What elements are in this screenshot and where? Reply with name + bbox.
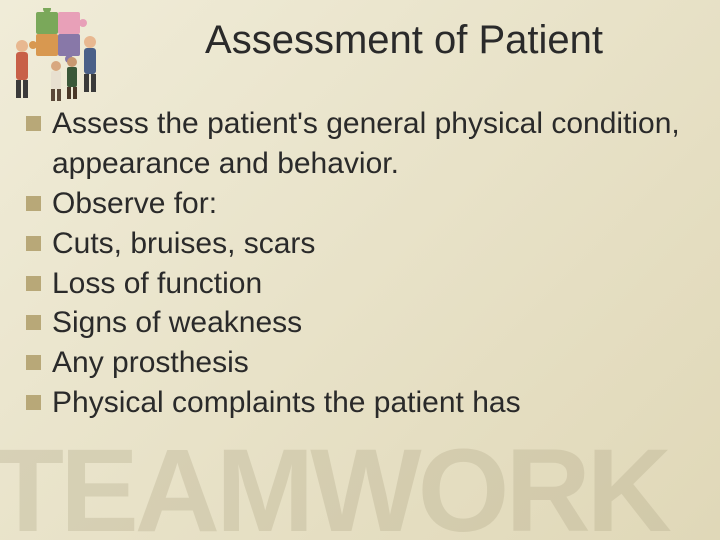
- corner-illustration: [8, 8, 108, 108]
- bullet-marker-icon: [26, 196, 41, 211]
- bullet-item: Observe for:: [22, 184, 702, 224]
- bullet-text: Physical complaints the patient has: [52, 386, 521, 419]
- bullet-item: Assess the patient's general physical co…: [22, 104, 702, 184]
- bullet-marker-icon: [26, 315, 41, 330]
- slide-title: Assessment of Patient: [118, 18, 690, 63]
- bullet-text: Assess the patient's general physical co…: [52, 107, 680, 180]
- watermark-text: TEAMWORK: [0, 432, 668, 540]
- bullet-item: Physical complaints the patient has: [22, 383, 702, 423]
- bullet-list: Assess the patient's general physical co…: [22, 104, 702, 423]
- bullet-text: Observe for:: [52, 187, 217, 220]
- bullet-marker-icon: [26, 276, 41, 291]
- bullet-item: Signs of weakness: [22, 303, 702, 343]
- bullet-marker-icon: [26, 116, 41, 131]
- bullet-text: Any prosthesis: [52, 346, 249, 379]
- slide-container: TEAMWORK: [0, 0, 720, 540]
- bullet-text: Loss of function: [52, 267, 262, 300]
- bullet-text: Cuts, bruises, scars: [52, 227, 315, 260]
- bullet-text: Signs of weakness: [52, 306, 302, 339]
- bullet-item: Cuts, bruises, scars: [22, 224, 702, 264]
- bullet-marker-icon: [26, 236, 41, 251]
- bullet-item: Any prosthesis: [22, 343, 702, 383]
- bullet-marker-icon: [26, 395, 41, 410]
- bullet-item: Loss of function: [22, 264, 702, 304]
- bullet-marker-icon: [26, 355, 41, 370]
